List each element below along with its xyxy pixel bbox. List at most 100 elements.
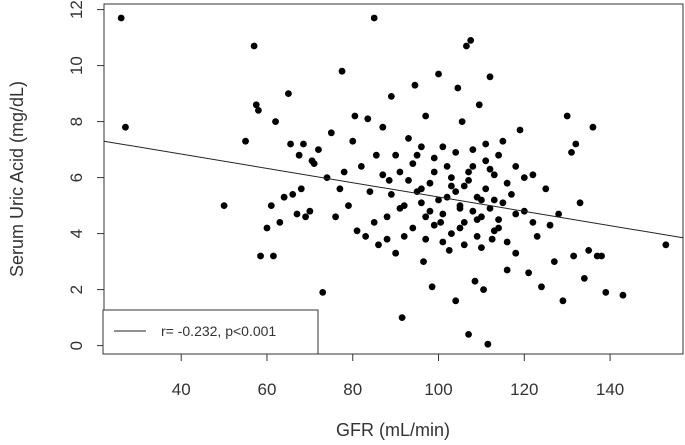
data-point: [448, 230, 455, 238]
data-point: [490, 227, 498, 235]
data-point: [456, 202, 464, 210]
data-point: [473, 193, 481, 201]
data-point: [426, 179, 434, 187]
data-point: [448, 174, 455, 182]
data-points: [117, 14, 670, 348]
data-point: [471, 277, 479, 285]
x-tick-label: 80: [343, 380, 362, 399]
data-point: [430, 154, 438, 162]
x-tick-label: 140: [596, 380, 624, 399]
data-point: [512, 163, 520, 170]
data-point: [428, 283, 436, 291]
data-point: [242, 137, 249, 145]
data-point: [555, 210, 563, 218]
data-point: [270, 252, 277, 260]
legend-box: [102, 309, 319, 355]
data-point: [392, 249, 400, 257]
data-point: [276, 219, 284, 226]
data-point: [295, 151, 303, 159]
data-point: [435, 70, 442, 78]
data-point: [576, 199, 584, 207]
data-point: [297, 185, 305, 193]
data-point: [357, 163, 365, 170]
data-point: [490, 171, 498, 179]
data-point: [460, 241, 468, 249]
data-point: [559, 297, 567, 305]
data-point: [445, 247, 453, 254]
data-point: [387, 93, 395, 100]
data-point: [486, 73, 494, 81]
data-point: [385, 177, 393, 184]
data-point: [512, 210, 520, 218]
data-point: [417, 199, 425, 207]
data-point: [417, 143, 425, 151]
data-point: [362, 233, 370, 240]
data-point: [480, 286, 487, 293]
data-point: [469, 207, 477, 215]
data-point: [520, 174, 528, 182]
data-point: [285, 90, 292, 97]
data-point: [662, 241, 670, 249]
data-point: [422, 235, 430, 243]
y-tick-label: 2: [67, 285, 86, 294]
data-point: [315, 146, 322, 154]
data-point: [430, 221, 438, 229]
data-point: [525, 269, 532, 277]
data-point: [372, 151, 380, 159]
data-point: [430, 168, 438, 176]
data-point: [370, 219, 378, 226]
data-point: [529, 219, 537, 226]
data-point: [422, 112, 430, 120]
data-point: [387, 191, 395, 198]
data-point: [458, 118, 466, 125]
data-point: [300, 140, 307, 148]
data-point: [508, 191, 515, 198]
data-point: [323, 174, 331, 182]
plot-frame: [103, 3, 684, 355]
data-point: [550, 258, 558, 265]
data-point: [332, 213, 339, 221]
data-point: [580, 275, 588, 282]
data-point: [409, 224, 417, 232]
x-tick-label: 120: [510, 380, 538, 399]
data-point: [345, 202, 352, 210]
data-point: [484, 340, 492, 348]
data-point: [117, 14, 125, 22]
data-point: [220, 202, 228, 210]
data-point: [255, 107, 262, 114]
data-point: [602, 289, 610, 296]
data-point: [411, 81, 419, 89]
data-point: [272, 118, 279, 125]
y-tick-label: 8: [67, 117, 86, 126]
y-tick-label: 6: [67, 173, 86, 182]
data-point: [460, 182, 468, 190]
data-point: [469, 163, 477, 170]
data-point: [488, 235, 496, 243]
data-point: [310, 160, 318, 168]
data-point: [289, 191, 297, 198]
data-point: [486, 205, 494, 212]
data-point: [448, 182, 455, 190]
legend-label: r= -0.232, p<0.001: [161, 323, 276, 339]
data-point: [379, 123, 387, 131]
data-point: [302, 213, 309, 221]
y-axis-title: Serum Uric Acid (mg/dL): [7, 81, 27, 277]
data-point: [503, 266, 511, 274]
data-point: [413, 151, 421, 159]
data-point: [452, 188, 460, 196]
data-point: [465, 168, 472, 176]
data-point: [452, 149, 460, 156]
data-point: [364, 115, 372, 123]
data-point: [426, 207, 434, 215]
data-point: [392, 151, 400, 159]
data-point: [465, 177, 472, 184]
data-point: [465, 331, 472, 338]
data-point: [546, 221, 554, 229]
data-point: [396, 205, 404, 212]
data-point: [349, 137, 357, 145]
data-point: [443, 163, 451, 170]
data-point: [293, 210, 301, 218]
data-point: [482, 140, 490, 148]
y-tick-label: 12: [67, 0, 86, 19]
data-point: [570, 252, 578, 260]
